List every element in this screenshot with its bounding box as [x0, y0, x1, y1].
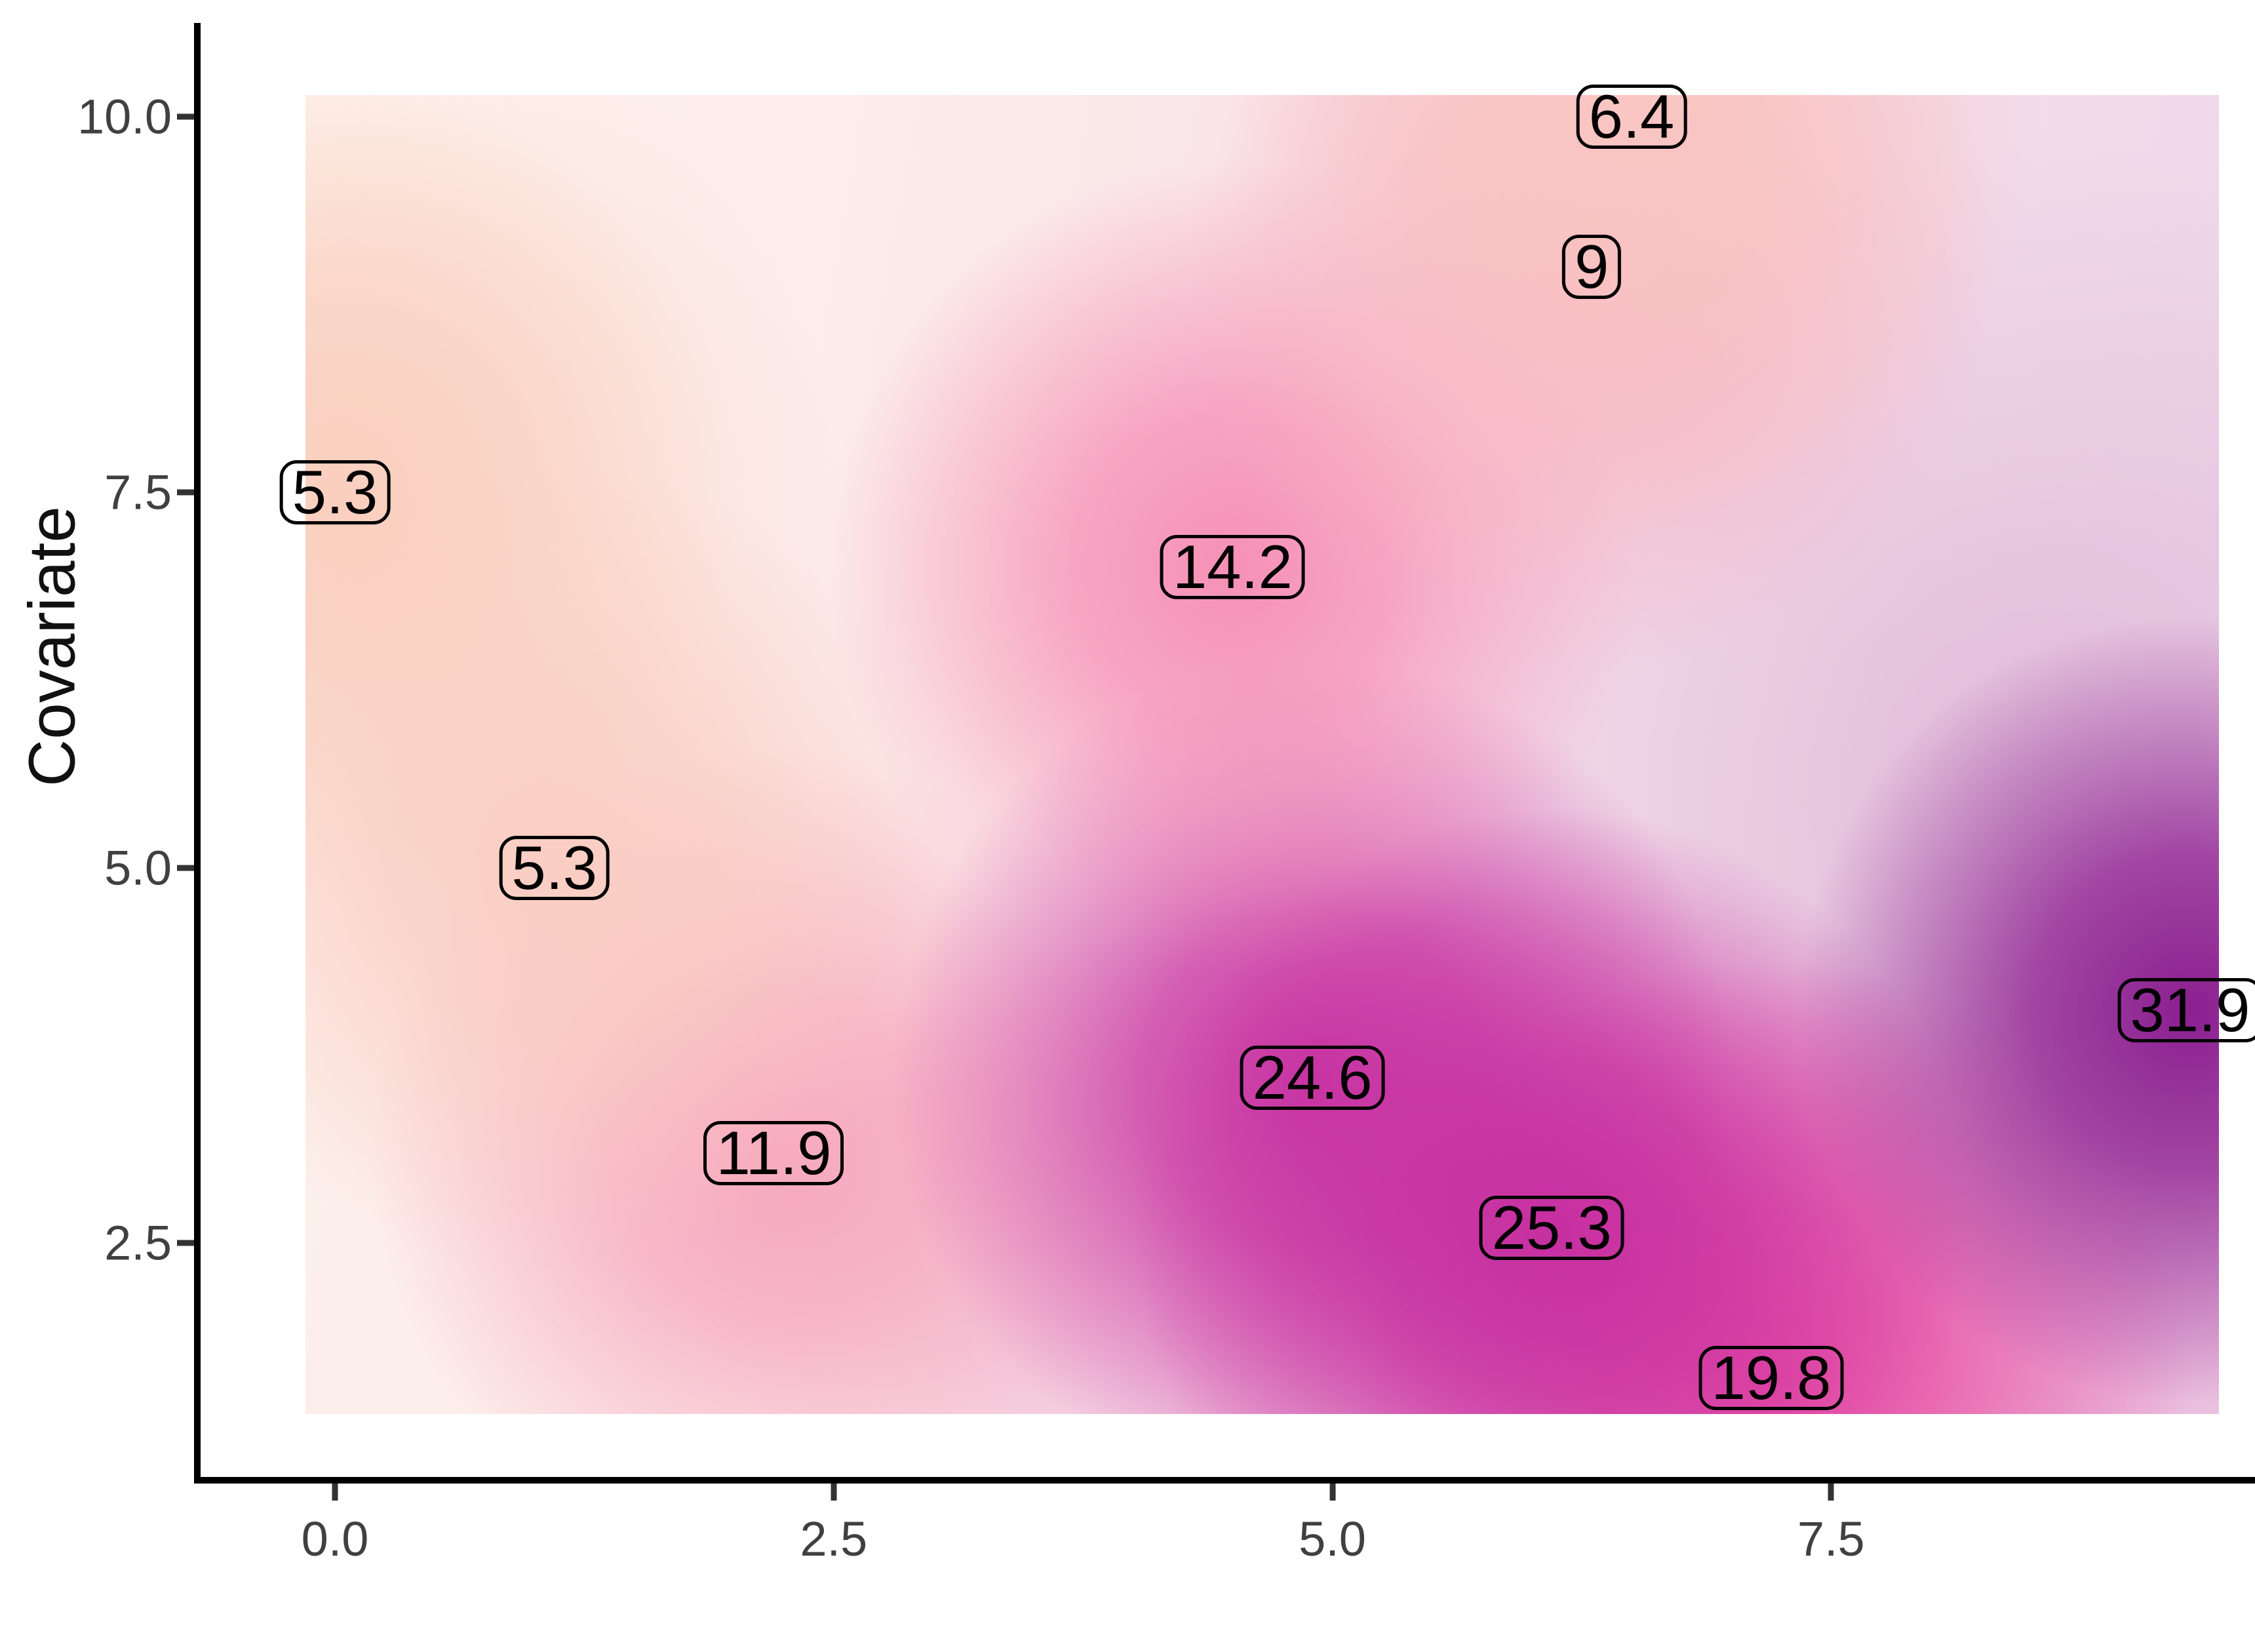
point-label: 14.2: [1160, 535, 1305, 600]
y-tick-label: 2.5: [104, 1215, 172, 1270]
x-tick-mark: [332, 1484, 338, 1501]
y-tick-mark: [177, 113, 194, 120]
y-tick-label: 10.0: [77, 89, 172, 144]
point-label: 6.4: [1576, 85, 1687, 149]
x-tick-label: 7.5: [1797, 1512, 1865, 1566]
x-tick-label: 5.0: [1299, 1512, 1366, 1566]
x-tick-mark: [831, 1484, 837, 1501]
x-axis-line: [194, 1477, 2255, 1484]
point-label: 24.6: [1240, 1046, 1385, 1111]
point-label: 5.3: [279, 460, 391, 524]
y-tick-mark: [177, 1240, 194, 1246]
heatmap-density-field: [305, 95, 2219, 1414]
x-tick-label: 0.0: [301, 1512, 369, 1566]
point-label: 25.3: [1479, 1196, 1624, 1261]
point-label: 11.9: [703, 1120, 844, 1185]
y-axis-line: [194, 23, 201, 1484]
x-tick-mark: [1329, 1484, 1335, 1501]
x-tick-mark: [1828, 1484, 1834, 1501]
x-tick-label: 2.5: [800, 1512, 868, 1566]
y-tick-mark: [177, 865, 194, 871]
y-axis-title: Covariate: [15, 506, 89, 787]
y-tick-label: 5.0: [104, 840, 172, 895]
point-label: 31.9: [2117, 978, 2255, 1043]
point-label: 9: [1561, 235, 1622, 300]
point-label: 5.3: [499, 835, 610, 900]
y-tick-label: 7.5: [104, 465, 172, 520]
y-tick-mark: [177, 489, 194, 496]
point-label: 19.8: [1698, 1346, 1844, 1411]
heatmap-raster: [305, 95, 2219, 1414]
